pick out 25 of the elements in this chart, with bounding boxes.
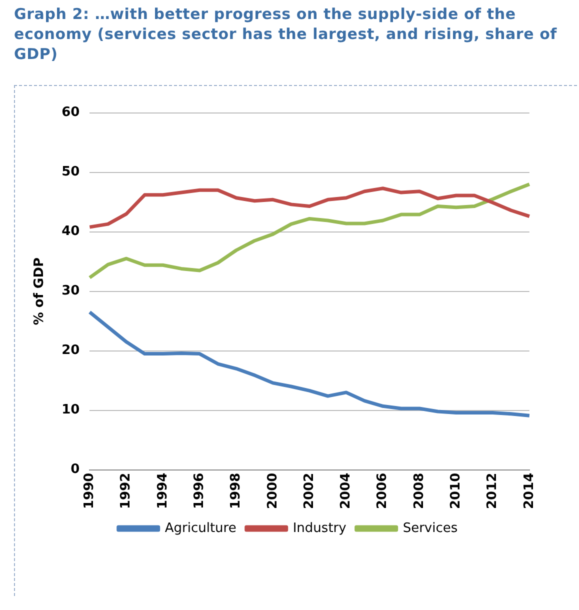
legend-label: Agriculture [164, 520, 236, 536]
x-tick-label: 2010 [448, 472, 464, 510]
chart-title: Graph 2: …with better progress on the supply-side of the economy (services sector has the largest, and rising, share of GDP) [14, 4, 558, 64]
x-tick-label: 1994 [155, 472, 170, 510]
x-tick-label: 1998 [228, 472, 244, 510]
x-tick-label: 2008 [412, 472, 427, 510]
legend-label: Services [402, 520, 458, 536]
y-tick-label: 0 [70, 462, 80, 478]
x-tick-label: 2006 [375, 472, 390, 510]
x-tick-label: 2002 [302, 472, 317, 510]
x-tick-label: 1990 [82, 472, 98, 510]
y-tick-label: 60 [62, 105, 80, 120]
x-tick-label: 2014 [522, 472, 537, 510]
y-axis-title: % of GDP [32, 257, 48, 326]
x-tick-label: 2012 [485, 472, 500, 510]
y-tick-label: 10 [62, 402, 80, 418]
x-tick-label: 2000 [265, 472, 280, 510]
x-tick-label: 1992 [118, 472, 134, 510]
y-tick-label: 30 [62, 284, 80, 299]
legend-label: Industry [292, 520, 347, 536]
x-tick-label: 1996 [192, 472, 207, 510]
x-tick-label: 2004 [338, 472, 354, 510]
y-tick-label: 20 [62, 343, 80, 358]
y-tick-label: 40 [62, 224, 80, 240]
y-tick-label: 50 [62, 164, 80, 180]
